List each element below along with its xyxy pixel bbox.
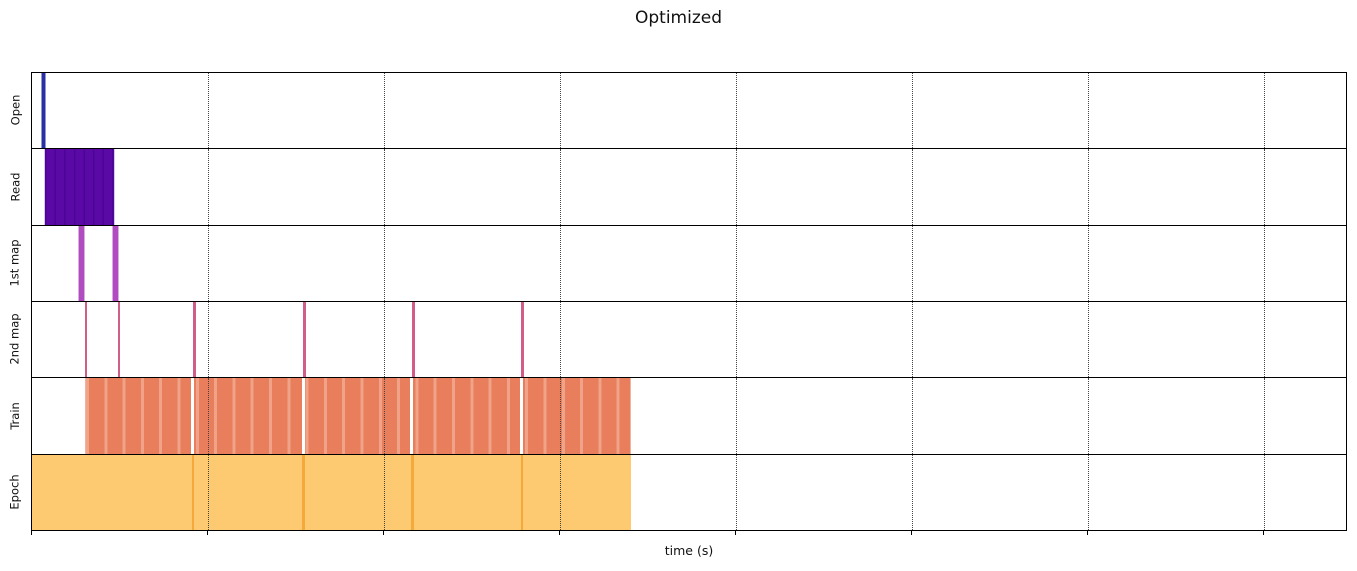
gridline — [560, 73, 561, 148]
row-label-read: Read — [0, 148, 30, 225]
x-tick — [1262, 530, 1264, 535]
row-label-2nd-map: 2nd map — [0, 301, 30, 377]
gridline — [1087, 378, 1089, 454]
gridline — [1263, 226, 1265, 301]
row-band-1st-map — [31, 225, 1347, 302]
epoch-divider — [411, 455, 414, 530]
event-line-2nd-map — [303, 302, 306, 377]
event-line-2nd-map — [84, 302, 87, 377]
gridline — [560, 302, 561, 377]
gridline — [1087, 302, 1089, 377]
gridline — [1087, 226, 1089, 301]
gridline — [912, 378, 913, 454]
gridline — [1087, 455, 1089, 530]
x-tick — [31, 530, 32, 535]
gridline — [208, 73, 209, 148]
row-label-epoch: Epoch — [0, 454, 30, 530]
bar-train — [85, 378, 631, 454]
gridline — [208, 302, 209, 377]
gridline — [912, 455, 913, 530]
gridline — [1087, 149, 1089, 225]
gridline — [560, 455, 561, 530]
row-band-open — [31, 72, 1347, 149]
row-label-open: Open — [0, 72, 30, 148]
row-label-1st-map: 1st map — [0, 225, 30, 301]
gridline — [912, 73, 913, 148]
x-tick — [559, 530, 560, 535]
x-tick — [735, 530, 736, 535]
x-tick — [383, 530, 384, 535]
row-band-train — [31, 377, 1347, 455]
epoch-gap — [301, 378, 305, 454]
row-label-text: 1st map — [8, 239, 22, 287]
row-label-text: 2nd map — [8, 313, 22, 365]
row-label-text: Read — [8, 172, 22, 201]
epoch-gap — [410, 378, 414, 454]
gridline — [1263, 455, 1265, 530]
gridline — [208, 378, 209, 454]
plot-area — [31, 72, 1347, 535]
gridline — [912, 149, 913, 225]
bar-read — [44, 149, 115, 225]
gridline — [384, 73, 385, 148]
row-label-text: Train — [8, 401, 22, 430]
bar-1st-map — [112, 226, 119, 301]
gridline — [1087, 73, 1089, 148]
row-band-read — [31, 148, 1347, 226]
x-axis-label: time (s) — [664, 543, 714, 558]
gridline — [736, 149, 737, 225]
gridline — [1263, 378, 1265, 454]
x-tick — [911, 530, 912, 535]
event-line-2nd-map — [193, 302, 196, 377]
row-label-text: Open — [8, 94, 22, 126]
gridline — [384, 226, 385, 301]
event-line-2nd-map — [521, 302, 524, 377]
epoch-divider — [520, 455, 524, 530]
bar-epoch — [32, 455, 631, 530]
event-line-2nd-map — [117, 302, 120, 377]
gridline — [384, 302, 385, 377]
bar-open — [41, 73, 46, 148]
gridline — [912, 302, 913, 377]
row-band-2nd-map — [31, 301, 1347, 378]
gridline — [1263, 73, 1265, 148]
gridline — [736, 73, 737, 148]
epoch-gap — [519, 378, 523, 454]
row-label-text: Epoch — [8, 474, 22, 510]
gridline — [208, 226, 209, 301]
gridline — [736, 378, 737, 454]
gridline — [384, 455, 385, 530]
gridline — [560, 149, 561, 225]
gridline — [736, 226, 737, 301]
chart-title: Optimized — [634, 8, 723, 28]
event-line-2nd-map — [412, 302, 415, 377]
bar-1st-map — [77, 226, 85, 301]
gridline — [560, 378, 561, 454]
row-label-train: Train — [0, 377, 30, 454]
gridline — [736, 302, 737, 377]
row-band-epoch — [31, 454, 1347, 531]
gridline — [208, 149, 209, 225]
gridline — [560, 226, 561, 301]
gridline — [1263, 302, 1265, 377]
gridline — [208, 455, 209, 530]
epoch-divider — [302, 455, 305, 530]
gridline — [912, 226, 913, 301]
epoch-divider — [191, 455, 195, 530]
x-tick — [207, 530, 208, 535]
gridline — [736, 455, 737, 530]
gridline — [384, 378, 385, 454]
epoch-gap — [190, 378, 194, 454]
x-tick — [1086, 530, 1088, 535]
gridline — [384, 149, 385, 225]
gridline — [1263, 149, 1265, 225]
